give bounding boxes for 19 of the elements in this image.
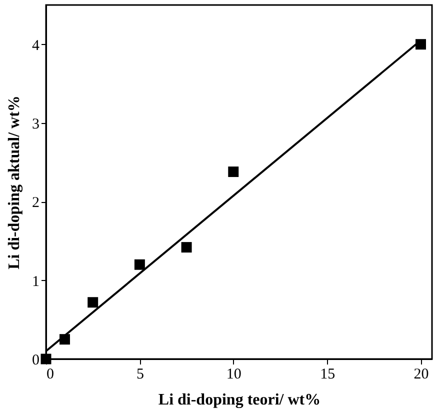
y-axis-title: Li di-doping aktual/ wt% [6, 96, 23, 270]
y-tick-label: 3 [32, 116, 40, 132]
point [40, 354, 52, 364]
point [416, 39, 426, 50]
x-tick-label: 0 [46, 366, 54, 382]
x-tick-label: 20 [414, 366, 429, 382]
point [88, 297, 98, 308]
point [181, 242, 192, 253]
x-tick-label: 10 [226, 366, 242, 382]
y-tick-label: 4 [32, 38, 40, 54]
y-tick-label: 2 [32, 195, 40, 212]
point [228, 166, 239, 178]
point [59, 334, 70, 345]
x-tick-label: 15 [320, 366, 336, 382]
y-tick-label: 1 [32, 274, 40, 290]
x-axis-title: Li di-doping teori/ wt% [158, 392, 321, 408]
point [134, 259, 145, 270]
y-tick-label: 0 [32, 352, 40, 368]
x-tick-label: 5 [136, 366, 144, 382]
